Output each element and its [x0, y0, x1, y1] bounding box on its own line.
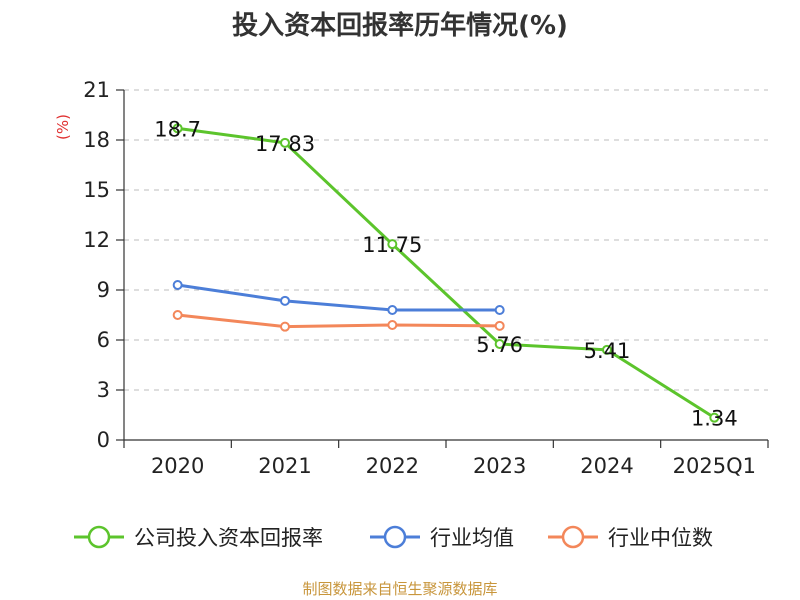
- y-tick-label: 0: [97, 428, 110, 452]
- legend-marker: [383, 525, 407, 549]
- legend-item-2[interactable]: 行业中位数: [548, 525, 713, 550]
- data-point: [602, 344, 612, 355]
- data-label: 17.83: [255, 132, 315, 156]
- y-tick-label: 9: [97, 278, 110, 302]
- legend-marker: [87, 525, 111, 549]
- data-point: [387, 320, 398, 330]
- y-tick-label: 12: [83, 228, 110, 252]
- y-tick-label: 21: [83, 78, 110, 102]
- legend-item-1[interactable]: 行业均值: [370, 525, 514, 550]
- x-tick-label: 2025Q1: [673, 454, 756, 478]
- data-label: 5.76: [476, 333, 523, 357]
- legend-marker: [561, 525, 585, 549]
- data-label: 18.7: [154, 117, 201, 141]
- data-point: [280, 321, 290, 332]
- data-point: [280, 137, 290, 148]
- y-tick-label: 3: [97, 378, 110, 402]
- data-point: [280, 295, 290, 306]
- y-tick-label: 18: [83, 128, 110, 152]
- data-point: [494, 305, 505, 315]
- data-point: [494, 339, 505, 349]
- y-tick-label: 6: [97, 328, 110, 352]
- data-point: [494, 320, 505, 331]
- data-point: [387, 305, 398, 315]
- x-tick-label: 2021: [258, 454, 311, 478]
- axes: 0 3 6 9 12 15 18 21 2020 2021 2022 2023 2024 2025Q1: [83, 78, 769, 478]
- y-axis-unit-label: (%): [54, 114, 72, 140]
- data-labels: 18.7 17.83 11.75 5.76 5.41 1.34: [154, 117, 737, 430]
- data-point: [172, 280, 183, 290]
- data-label: 11.75: [362, 233, 422, 257]
- series-line-1: [177, 283, 500, 312]
- x-tick-label: 2022: [366, 454, 419, 478]
- data-point: [172, 310, 183, 320]
- data-point: [172, 123, 183, 134]
- data-label: 1.34: [691, 407, 738, 431]
- chart-title: 投入资本回报率历年情况(%): [232, 10, 568, 41]
- legend-label: 公司投入资本回报率: [134, 526, 323, 550]
- data-point: [387, 239, 398, 250]
- legend-label: 行业均值: [430, 526, 514, 550]
- x-tick-label: 2020: [151, 454, 204, 478]
- grid-lines: [124, 89, 768, 391]
- x-tick-label: 2024: [580, 454, 633, 478]
- legend: 公司投入资本回报率 行业均值 行业中位数: [74, 525, 713, 550]
- series-line-0: [177, 126, 716, 419]
- series-line-2: [177, 313, 500, 329]
- y-tick-label: 15: [83, 178, 110, 202]
- legend-item-0[interactable]: 公司投入资本回报率: [74, 525, 323, 550]
- source-note: 制图数据来自恒生聚源数据库: [302, 580, 497, 598]
- series-layer: [172, 123, 720, 423]
- x-tick-label: 2023: [473, 454, 526, 478]
- data-point: [709, 412, 720, 423]
- data-label: 5.41: [584, 339, 631, 363]
- legend-label: 行业中位数: [608, 526, 713, 550]
